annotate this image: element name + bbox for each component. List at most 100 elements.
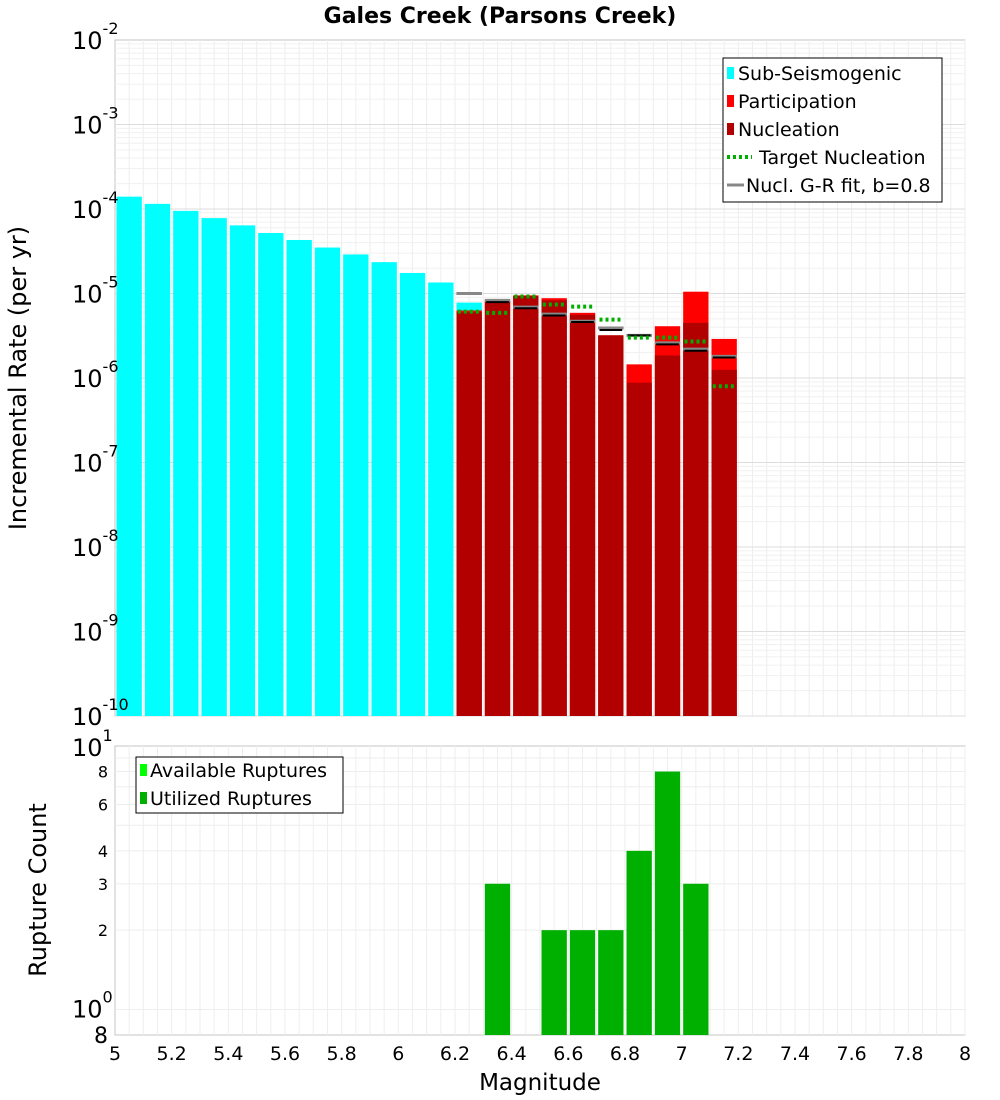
bar-nucleation	[513, 296, 539, 716]
bar-nucleation	[456, 312, 482, 716]
rate-y-tick-label: 10-6	[72, 357, 119, 393]
bar-utilized-ruptures	[654, 771, 681, 1035]
x-tick-label: 5	[109, 1043, 121, 1065]
rate-bars	[116, 196, 737, 717]
count-y-minor-tick: 2	[98, 921, 108, 940]
rate-y-tick-exponent: -4	[103, 188, 119, 207]
legend-swatch-sub-seismogenic	[727, 67, 734, 79]
x-tick-label: 5.2	[157, 1043, 187, 1065]
x-tick-label: 5.8	[327, 1043, 357, 1065]
rate-legend: Sub-Seismogenic Participation Nucleation…	[722, 57, 943, 203]
x-tick-label: 5.4	[213, 1043, 243, 1065]
bar-sub-seismogenic	[399, 272, 426, 716]
count-legend-box	[135, 756, 344, 814]
legend-label-utilized: Utilized Ruptures	[150, 788, 312, 810]
legend-label-nucleation: Nucleation	[738, 119, 840, 141]
chart-title: Gales Creek (Parsons Creek)	[324, 4, 677, 29]
legend-swatch-available	[140, 764, 147, 776]
bar-nucleation	[484, 301, 511, 716]
x-tick-label: 5.6	[270, 1043, 300, 1065]
bar-nucleation	[711, 369, 737, 716]
count-x-ticks: 5 5.2 5.4 5.6 5.8 6 6.2 6.4 6.6 6.8 7 7.2 7.4 7.6 7.8 8	[109, 1043, 971, 1065]
bar-sub-seismogenic	[173, 210, 199, 716]
rate-y-tick-label: 10-3	[72, 104, 119, 140]
count-y-minor-tick: 6	[98, 795, 108, 814]
x-tick-label: 7	[676, 1043, 688, 1065]
legend-label-target-nucleation: Target Nucleation	[758, 147, 926, 169]
x-tick-label: 7.6	[837, 1043, 867, 1065]
rate-y-tick-exponent: -10	[103, 695, 129, 714]
bar-utilized-ruptures	[569, 930, 596, 1035]
count-y-major-tick: 100	[72, 987, 113, 1023]
x-tick-label: 7.2	[723, 1043, 753, 1065]
bar-utilized-ruptures	[541, 930, 567, 1035]
rate-y-tick-label: 10-2	[72, 19, 119, 55]
rate-y-tick-label: 10-9	[72, 611, 119, 647]
bar-nucleation	[569, 314, 596, 716]
bar-nucleation	[598, 335, 624, 716]
rate-y-tick-exponent: -9	[103, 611, 119, 630]
count-y-minor-tick: 8	[94, 1024, 108, 1049]
rate-y-tick-exponent: -3	[103, 104, 119, 123]
bar-sub-seismogenic	[201, 218, 227, 716]
x-tick-label: 6.8	[610, 1043, 640, 1065]
rate-y-tick-label: 10-8	[72, 526, 119, 562]
bar-sub-seismogenic	[229, 225, 256, 716]
rate-y-tick-exponent: -8	[103, 526, 119, 545]
legend-label-available: Available Ruptures	[150, 760, 327, 782]
rate-fit-lines	[456, 292, 737, 389]
count-y-major-exponent: 0	[103, 987, 113, 1006]
bar-utilized-ruptures	[683, 883, 709, 1035]
bar-sub-seismogenic	[144, 203, 171, 716]
x-tick-label: 7.4	[780, 1043, 810, 1065]
x-tick-label: 6.2	[440, 1043, 470, 1065]
bar-utilized-ruptures	[598, 930, 624, 1035]
count-bars	[484, 771, 709, 1035]
legend-label-participation: Participation	[738, 91, 857, 113]
x-tick-label: 8	[959, 1043, 971, 1065]
bar-sub-seismogenic	[371, 262, 397, 716]
legend-label-sub-seismogenic: Sub-Seismogenic	[738, 63, 902, 85]
count-y-minor-tick: 3	[98, 875, 108, 894]
rate-y-axis-label: Incremental Rate (per yr)	[4, 226, 32, 530]
rate-y-tick-exponent: -7	[103, 442, 119, 461]
bar-utilized-ruptures	[484, 883, 511, 1035]
bar-nucleation	[541, 300, 567, 716]
x-tick-label: 6.4	[497, 1043, 527, 1065]
rate-panel: 10-2 10-3 10-4 10-5 10-6 10-7 10-8 10-9 10-10 In…	[4, 19, 966, 731]
bar-utilized-ruptures	[626, 850, 652, 1035]
rate-y-tick-exponent: -2	[103, 19, 119, 38]
legend-swatch-nucleation	[727, 123, 734, 135]
rate-y-tick-label: 10-7	[72, 442, 119, 478]
legend-label-gr-fit: Nucl. G-R fit, b=0.8	[746, 175, 931, 197]
bar-sub-seismogenic	[343, 254, 369, 716]
bar-nucleation	[626, 382, 652, 716]
bar-nucleation	[654, 355, 681, 716]
count-legend: Available Ruptures Utilized Ruptures	[135, 756, 344, 814]
rate-y-tick-label: 10-10	[72, 695, 129, 731]
rate-y-tick-label: 10-5	[72, 273, 119, 309]
count-y-axis-label: Rupture Count	[24, 803, 52, 977]
count-y-major-exponent: 1	[103, 726, 113, 745]
rate-y-tick-exponent: -5	[103, 273, 119, 292]
bar-sub-seismogenic	[314, 247, 341, 716]
x-tick-label: 6	[392, 1043, 404, 1065]
bar-sub-seismogenic	[116, 196, 142, 717]
bar-sub-seismogenic	[286, 239, 312, 716]
bar-nucleation	[683, 322, 709, 716]
rate-y-tick-label: 10-4	[72, 188, 119, 224]
x-tick-label: 6.6	[553, 1043, 583, 1065]
legend-swatch-utilized	[140, 792, 147, 804]
rate-legend-box	[722, 57, 943, 203]
count-y-minor-tick: 8	[98, 763, 108, 782]
legend-swatch-participation	[727, 95, 734, 107]
count-y-major-tick: 101	[72, 726, 113, 762]
count-y-minor-tick: 4	[98, 842, 108, 861]
x-tick-label: 7.8	[893, 1043, 923, 1065]
x-axis-label: Magnitude	[479, 1070, 601, 1096]
bar-sub-seismogenic	[428, 282, 454, 716]
bar-sub-seismogenic	[258, 232, 284, 716]
